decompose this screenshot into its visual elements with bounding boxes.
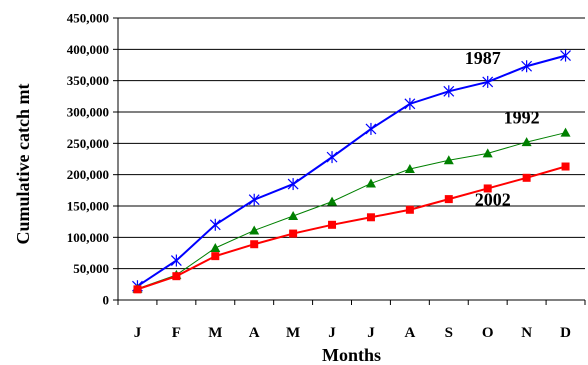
data-point-2002: [522, 173, 531, 182]
y-tick-label: 450,000: [67, 11, 109, 26]
y-tick-labels: 0 50,000 100,000 150,000 200,000 250,000 300,0…: [67, 11, 109, 308]
data-point-1987: [248, 193, 260, 206]
x-tick-label: A: [249, 325, 260, 341]
data-point-2002: [172, 272, 181, 281]
series-line-1987: [136, 54, 566, 288]
x-axis-title: Months: [322, 345, 381, 365]
y-tick-label: 300,000: [67, 105, 109, 120]
data-point-2002: [366, 213, 375, 222]
data-point-2002: [483, 184, 492, 193]
x-tick-label: D: [560, 325, 571, 341]
x-tick-label: O: [482, 325, 494, 341]
series-group: [132, 49, 571, 294]
data-point-1992: [443, 155, 454, 165]
data-point-1992: [482, 148, 493, 158]
series-labels: 1987 1992 2002: [465, 48, 540, 210]
x-tick-label: F: [172, 325, 181, 341]
y-tick-label: 100,000: [67, 230, 109, 245]
x-tick-label: A: [404, 325, 415, 341]
axes: [113, 17, 586, 305]
data-point-1987: [287, 178, 299, 191]
data-point-1987: [404, 97, 416, 110]
y-tick-label: 400,000: [67, 42, 109, 57]
data-point-1987: [170, 254, 182, 267]
data-point-1992: [249, 225, 260, 235]
x-tick-label: J: [367, 325, 375, 341]
y-tick-label: 150,000: [67, 199, 109, 214]
y-tick-label: 50,000: [73, 261, 109, 276]
x-tick-label: J: [328, 325, 336, 341]
series-label-1987: 1987: [465, 48, 501, 68]
data-point-2002: [133, 285, 142, 294]
data-point-2002: [328, 220, 337, 229]
y-tick-label: 200,000: [67, 167, 109, 182]
x-tick-label: M: [208, 325, 222, 341]
data-point-1992: [365, 178, 376, 188]
y-tick-label: 250,000: [67, 136, 109, 151]
data-point-1992: [521, 137, 532, 147]
data-point-1992: [288, 211, 299, 221]
data-point-2002: [561, 162, 570, 171]
data-point-1987: [209, 218, 221, 231]
data-point-2002: [405, 205, 414, 214]
data-point-1987: [482, 75, 494, 88]
data-point-1992: [210, 242, 221, 252]
data-point-2002: [250, 240, 259, 249]
series-line-2002: [137, 165, 566, 291]
data-point-2002: [444, 195, 453, 204]
x-tick-label: J: [134, 325, 142, 341]
data-point-2002: [289, 229, 298, 238]
data-point-1987: [521, 60, 533, 73]
x-tick-label: M: [286, 325, 300, 341]
data-point-1987: [443, 85, 455, 98]
data-point-1987: [365, 122, 377, 135]
series-label-2002: 2002: [475, 190, 511, 210]
x-tick-label: S: [445, 325, 453, 341]
y-tick-label: 350,000: [67, 73, 109, 88]
data-point-1992: [327, 196, 338, 206]
y-axis-title: Cumulative catch mt: [13, 84, 33, 245]
y-tick-label: 0: [103, 293, 110, 308]
data-point-1992: [404, 164, 415, 174]
data-point-1987: [560, 49, 571, 62]
x-tick-label: N: [521, 325, 532, 341]
series-line-1992: [137, 132, 566, 290]
data-point-2002: [211, 252, 220, 261]
series-label-1992: 1992: [504, 108, 540, 128]
data-point-1992: [560, 127, 571, 137]
data-point-1987: [326, 151, 338, 164]
